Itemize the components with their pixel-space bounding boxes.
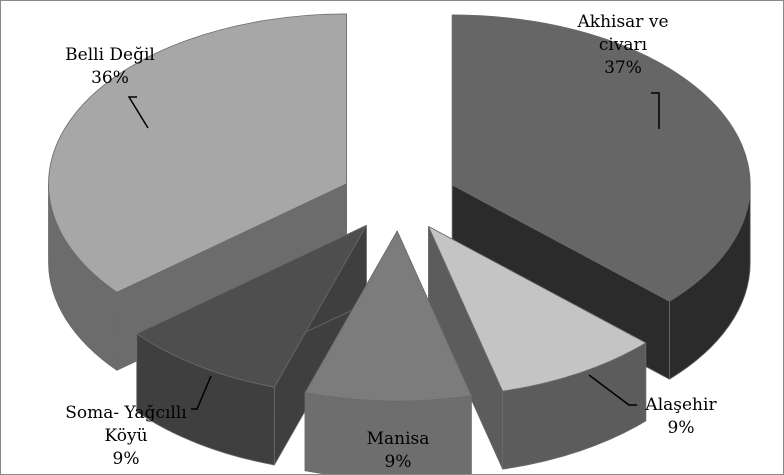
slice-name-line-3-1: Köyü <box>104 426 147 446</box>
slice-label-0: Akhisar ve civarı 37% <box>576 12 669 129</box>
pie-slice-2-top <box>304 230 472 402</box>
slice-label-3: Soma- Yağcıllı Köyü 9% <box>65 375 212 469</box>
pie-slice-1 <box>428 226 647 470</box>
leader-line-0 <box>651 92 660 129</box>
slice-percent-1: 9% <box>668 418 695 438</box>
slice-percent-2: 9% <box>385 452 412 472</box>
slice-name-line-2-0: Manisa <box>367 429 430 449</box>
slice-label-2: Manisa 9% <box>367 429 430 472</box>
pie-slice-0-top <box>451 14 751 302</box>
pie-slice-4-top <box>48 13 347 293</box>
leader-line-1 <box>588 374 637 406</box>
slice-percent-3: 9% <box>113 449 140 469</box>
slice-percent-4: 36% <box>91 68 129 88</box>
slice-label-1: Alaşehir 9% <box>588 374 717 438</box>
slice-label-text-2: Manisa 9% <box>367 429 430 472</box>
slice-label-text-1: Alaşehir 9% <box>644 395 717 438</box>
slice-name-line-0-1: civarı <box>599 35 648 55</box>
leader-line-4 <box>127 96 149 129</box>
slice-label-text-0: Akhisar ve civarı 37% <box>576 12 668 78</box>
slice-label-text-3: Soma- Yağcıllı Köyü 9% <box>65 403 187 469</box>
slice-name-line-3-0: Soma- Yağcıllı <box>65 403 187 423</box>
pie-slice-3-top <box>136 224 367 388</box>
pie-slice-2 <box>304 230 472 474</box>
pie-slice-3 <box>136 224 367 466</box>
pie-slice-1-top <box>428 226 647 392</box>
slice-name-line-0-0: Akhisar ve <box>576 12 668 32</box>
slice-percent-0: 37% <box>604 58 642 78</box>
leader-line-3 <box>191 375 212 410</box>
slice-name-line-1-0: Alaşehir <box>644 395 717 415</box>
slice-label-text-4: Belli Değil 36% <box>65 45 155 88</box>
slice-name-line-4-0: Belli Değil <box>65 45 155 65</box>
slice-label-4: Belli Değil 36% <box>65 45 155 129</box>
